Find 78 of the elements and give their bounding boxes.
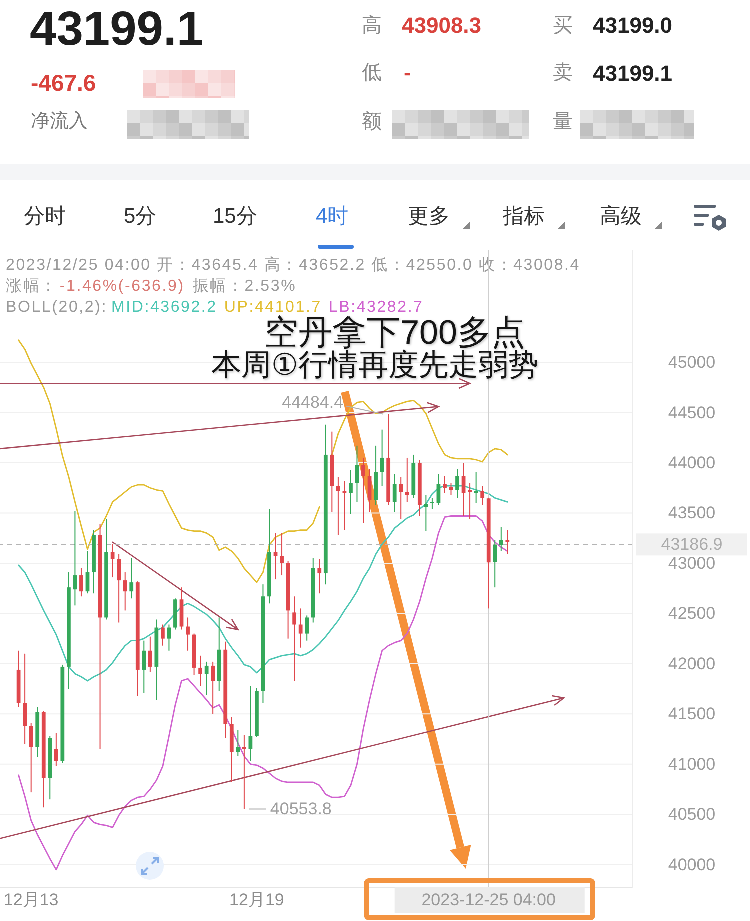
candlestick (274, 532, 278, 580)
candlestick (80, 568, 84, 598)
annotation: -1.46%(-636.9) (60, 278, 185, 296)
candlestick (392, 474, 397, 513)
text: 本周①行情再度先走弱势 (212, 349, 538, 382)
text: 更多 (408, 205, 450, 230)
candlestick (305, 615, 310, 642)
text: 43908.3 (402, 13, 482, 38)
candlestick (474, 472, 478, 504)
annotation: 2023/12/25 04:00 开：43645.4 高：43652.2 低：42550.0 收：43008.4 (6, 257, 580, 276)
candlestick (336, 476, 340, 536)
y-tick-label: 43000 (668, 554, 716, 573)
text: LB:43282.7 (328, 299, 424, 316)
candlestick (506, 530, 510, 555)
candlestick (318, 558, 322, 594)
x-tick-label: 12月19 (230, 890, 284, 910)
candlestick (462, 462, 466, 517)
candlestick (298, 608, 303, 648)
candlestick (424, 494, 428, 532)
text: 43199.1 (593, 61, 673, 86)
text: 4时 (316, 205, 349, 230)
y-tick-label: 41500 (668, 704, 716, 724)
candlestick (436, 474, 441, 506)
candlestick (399, 476, 404, 520)
candlestick (204, 661, 209, 696)
text: 43199.1 (30, 2, 204, 58)
candlestick (468, 482, 472, 520)
text: 量 (553, 111, 573, 134)
candlestick (148, 636, 152, 672)
y-tick-label: 40000 (668, 855, 716, 874)
text: 5分 (124, 205, 157, 230)
candlestick (443, 476, 447, 494)
y-tick-label: 43500 (668, 504, 716, 523)
candlestick (430, 498, 434, 510)
y-tick-label: 40500 (668, 805, 716, 824)
text: 买 (553, 15, 573, 38)
candlestick (405, 457, 410, 503)
candlestick (86, 550, 90, 594)
y-tick-label: 45000 (668, 353, 716, 372)
candlestick (342, 480, 347, 531)
text: - (404, 60, 412, 86)
candlestick (280, 532, 284, 576)
candlestick (493, 540, 498, 588)
candlestick (161, 624, 165, 646)
candlestick (167, 624, 172, 652)
text: 低 (362, 62, 382, 85)
y-tick-label: 42000 (668, 654, 716, 674)
text: 高级 (600, 205, 642, 230)
y-tick-label: 44000 (668, 454, 716, 472)
candlestick (362, 457, 366, 524)
text: 分时 (24, 205, 66, 230)
text: MID:43692.2 (111, 299, 218, 318)
legend-title: BOLL(20,2): (6, 299, 108, 318)
y-tick-label: 44500 (668, 403, 716, 422)
text: 15分 (213, 205, 258, 230)
text: 额 (362, 111, 382, 134)
candlestick (456, 468, 460, 499)
candlestick (480, 486, 485, 506)
text: 2023-12-25 04:00 (422, 890, 556, 910)
text: 43186.9 (661, 535, 723, 554)
candlestick (142, 640, 146, 694)
text: 净流入 (31, 111, 88, 133)
y-tick-label: 42500 (668, 604, 716, 624)
text: 43199.0 (593, 13, 673, 38)
candlestick (355, 445, 360, 503)
candlestick (499, 526, 504, 552)
candlestick (292, 596, 297, 682)
candlestick (349, 470, 353, 515)
annotation: 涨幅： (6, 278, 58, 296)
text: 卖 (553, 62, 573, 85)
text: -467.6 (31, 70, 96, 96)
candlestick (198, 655, 202, 687)
text: 高 (362, 15, 382, 38)
annotation: 振幅：2.53% (192, 278, 297, 296)
y-tick-label: 41000 (668, 754, 716, 774)
text: 指标 (503, 205, 545, 230)
text: UP:44101.7 (224, 299, 322, 316)
x-tick-label: 12月13 (4, 890, 59, 910)
